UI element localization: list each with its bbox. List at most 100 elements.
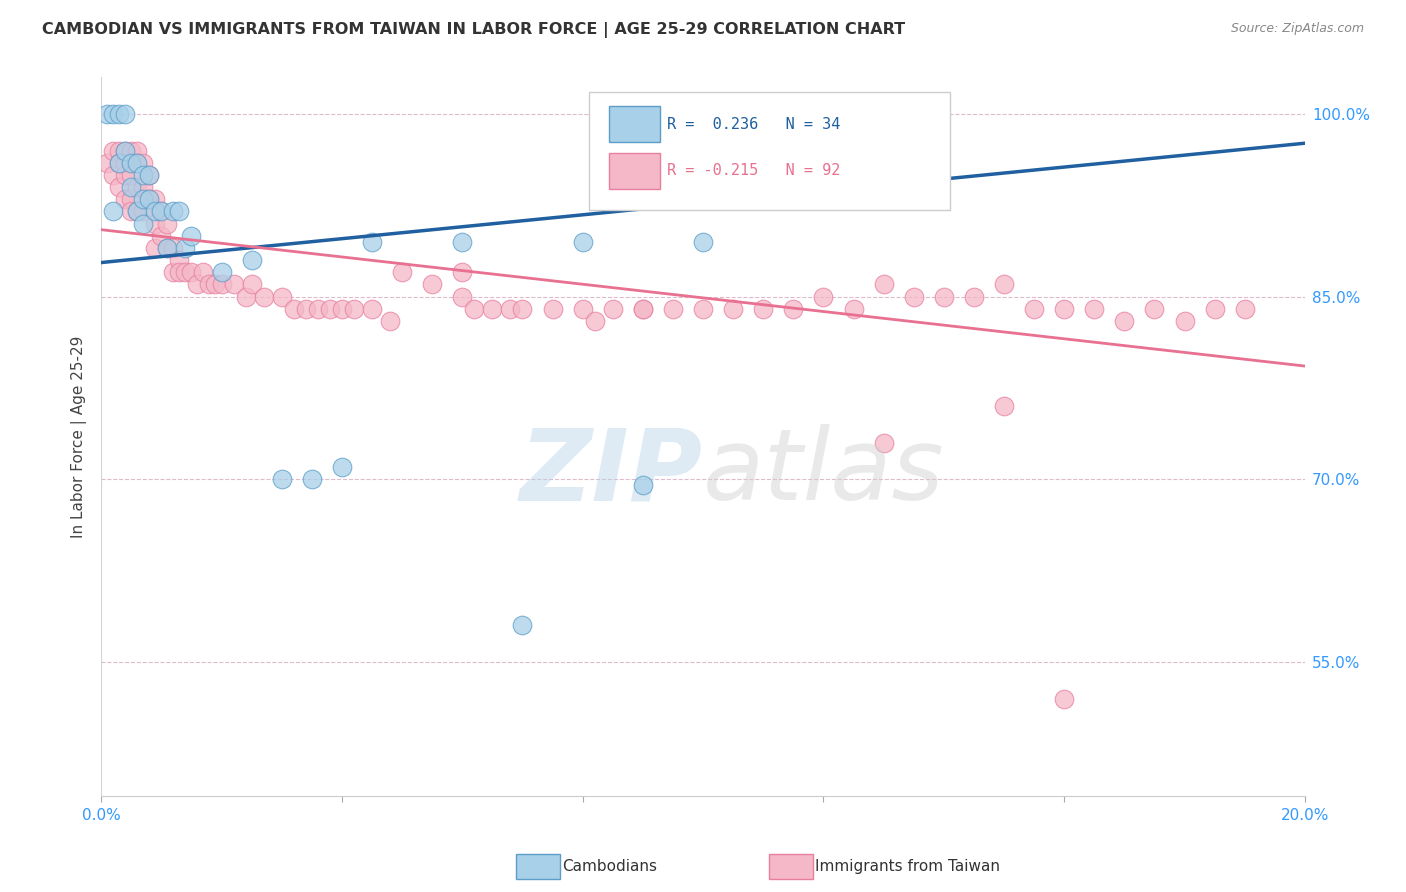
Point [451, 290, 474, 304]
Point [132, 168, 155, 182]
Point [378, 314, 401, 328]
Point [330, 301, 353, 316]
Point [631, 301, 654, 316]
Point [114, 144, 136, 158]
Point [132, 204, 155, 219]
Point [186, 277, 208, 292]
Point [222, 277, 245, 292]
Point [127, 204, 149, 219]
Point [132, 192, 155, 206]
Point [1022, 301, 1045, 316]
Point [481, 301, 503, 316]
Point [903, 290, 925, 304]
Point [721, 301, 744, 316]
Point [1204, 301, 1226, 316]
Point [108, 180, 131, 194]
Text: R = -0.215   N = 92: R = -0.215 N = 92 [666, 163, 841, 178]
Point [132, 155, 155, 169]
Point [240, 277, 263, 292]
Point [114, 192, 136, 206]
Point [631, 478, 654, 492]
Point [120, 192, 142, 206]
Point [1143, 301, 1166, 316]
Point [120, 204, 142, 219]
Point [127, 144, 149, 158]
Point [294, 301, 316, 316]
Point [319, 301, 342, 316]
Point [132, 217, 155, 231]
Point [253, 290, 276, 304]
Point [541, 301, 564, 316]
Point [198, 277, 221, 292]
Point [270, 290, 292, 304]
Point [451, 235, 474, 249]
Text: Immigrants from Taiwan: Immigrants from Taiwan [815, 859, 1001, 873]
Point [150, 204, 173, 219]
Point [1174, 314, 1197, 328]
Point [180, 265, 202, 279]
Point [391, 265, 413, 279]
Point [420, 277, 443, 292]
Point [138, 192, 160, 206]
Point [150, 228, 173, 243]
Point [872, 435, 894, 450]
Point [343, 301, 366, 316]
Point [143, 241, 166, 255]
Point [127, 180, 149, 194]
Point [602, 301, 624, 316]
Point [330, 460, 353, 475]
Point [361, 235, 384, 249]
Point [1053, 691, 1076, 706]
Point [813, 290, 835, 304]
Point [692, 301, 714, 316]
Point [150, 204, 173, 219]
Point [108, 155, 131, 169]
Point [120, 168, 142, 182]
Point [169, 253, 191, 268]
Point [1114, 314, 1136, 328]
Point [752, 301, 775, 316]
FancyBboxPatch shape [609, 106, 659, 142]
Y-axis label: In Labor Force | Age 25-29: In Labor Force | Age 25-29 [72, 335, 87, 538]
Point [963, 290, 986, 304]
Point [108, 107, 131, 121]
Point [211, 265, 233, 279]
Point [571, 301, 593, 316]
FancyBboxPatch shape [589, 92, 950, 211]
Point [138, 192, 160, 206]
Point [143, 217, 166, 231]
Point [631, 301, 654, 316]
Point [512, 618, 534, 632]
Point [156, 241, 179, 255]
Point [193, 265, 215, 279]
Point [108, 144, 131, 158]
Point [127, 155, 149, 169]
Text: atlas: atlas [703, 424, 945, 521]
Point [451, 265, 474, 279]
Point [114, 144, 136, 158]
Point [235, 290, 257, 304]
Point [138, 168, 160, 182]
Point [1083, 301, 1105, 316]
Text: CAMBODIAN VS IMMIGRANTS FROM TAIWAN IN LABOR FORCE | AGE 25-29 CORRELATION CHART: CAMBODIAN VS IMMIGRANTS FROM TAIWAN IN L… [42, 22, 905, 38]
Point [127, 204, 149, 219]
Point [156, 241, 179, 255]
Point [169, 265, 191, 279]
Point [156, 217, 179, 231]
Point [301, 472, 323, 486]
Point [283, 301, 305, 316]
Point [174, 241, 197, 255]
Point [101, 144, 124, 158]
Point [132, 180, 155, 194]
Point [993, 277, 1015, 292]
Point [204, 277, 226, 292]
Point [96, 107, 118, 121]
Point [1233, 301, 1256, 316]
Point [114, 107, 136, 121]
Point [162, 204, 184, 219]
Point [180, 228, 202, 243]
Text: R =  0.236   N = 34: R = 0.236 N = 34 [666, 117, 841, 132]
Point [270, 472, 292, 486]
Point [120, 155, 142, 169]
Point [120, 144, 142, 158]
